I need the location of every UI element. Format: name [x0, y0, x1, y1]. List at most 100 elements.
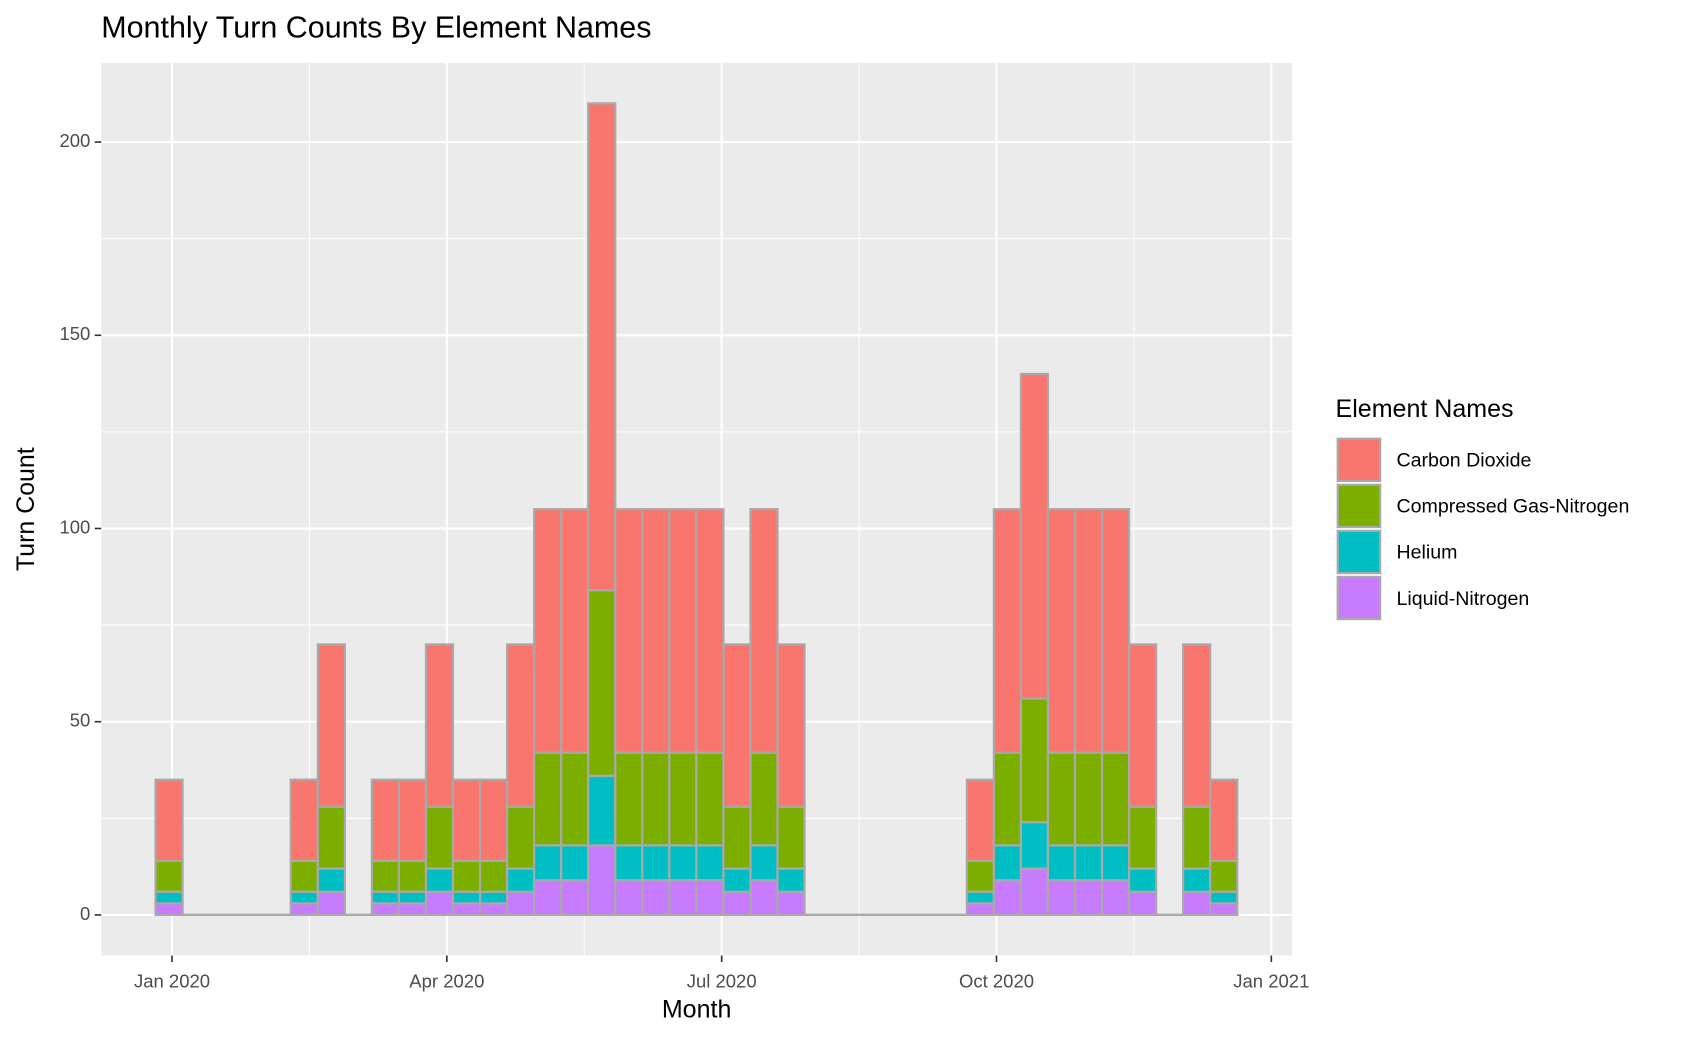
bar-segment: [1100, 879, 1131, 917]
bar-segment: [1100, 508, 1131, 754]
bar-segment: [614, 844, 644, 882]
x-axis-title: Month: [662, 995, 732, 1023]
bar-segment: [397, 778, 428, 862]
bar-segment: [316, 643, 346, 808]
bar-segment: [641, 879, 671, 917]
bar-segment: [154, 902, 184, 917]
bar-segment: [478, 902, 509, 917]
bar-segment: [506, 867, 536, 893]
bar-segment: [776, 890, 806, 917]
bar-segment: [424, 805, 455, 870]
bar-segment: [722, 805, 752, 870]
bar-segment: [1182, 890, 1212, 917]
bar-segment: [533, 879, 563, 917]
bar-segment: [1019, 697, 1050, 824]
bar-segment: [776, 867, 806, 893]
bar-segment: [722, 867, 752, 893]
bar-segment: [397, 902, 428, 917]
legend-label: Compressed Gas-Nitrogen: [1396, 496, 1629, 518]
bar-segment: [1019, 867, 1050, 917]
bar-segment: [154, 890, 184, 905]
bar-segment: [668, 879, 698, 917]
x-tick-label: Oct 2020: [959, 970, 1034, 991]
bar-segment: [1046, 751, 1077, 847]
legend-key: [1336, 575, 1382, 621]
y-tick-label: 0: [80, 903, 90, 924]
bar-segment: [424, 643, 455, 808]
bar-segment: [289, 890, 319, 905]
bar-segment: [451, 778, 482, 862]
bar-segment: [1209, 890, 1239, 905]
bar-segment: [1046, 879, 1077, 917]
bar-segment: [560, 844, 590, 882]
bar-segment: [614, 751, 644, 847]
bar-segment: [992, 751, 1023, 847]
bar-segment: [1209, 902, 1239, 917]
legend-title: Element Names: [1336, 395, 1514, 423]
bar-segment: [478, 859, 509, 893]
bar-segment: [776, 643, 806, 808]
bar-segment: [992, 844, 1023, 882]
legend-label: Helium: [1396, 542, 1457, 564]
bar-segment: [506, 890, 536, 917]
bar-segment: [749, 879, 779, 917]
bar-segment: [1019, 372, 1050, 700]
bar-segment: [1100, 751, 1131, 847]
bar-segment: [1073, 508, 1104, 754]
legend-label: Carbon Dioxide: [1396, 450, 1531, 472]
bar-segment: [1019, 821, 1050, 870]
bar-segment: [424, 867, 455, 893]
bar-segment: [1073, 879, 1104, 917]
bar-segment: [1046, 844, 1077, 882]
bar-segment: [614, 508, 644, 754]
x-tick-label: Jul 2020: [687, 970, 757, 991]
bar-segment: [749, 508, 779, 754]
bar-segment: [1209, 778, 1239, 862]
bar-segment: [587, 844, 617, 917]
bar-segment: [289, 859, 319, 893]
bar-segment: [587, 102, 617, 592]
bar-segment: [560, 879, 590, 917]
bar-segment: [478, 890, 509, 905]
bar-segment: [506, 805, 536, 870]
bar-segment: [965, 902, 995, 917]
bar-segment: [992, 508, 1023, 754]
bar-segment: [992, 879, 1023, 917]
bar-segment: [533, 508, 563, 754]
bar-segment: [695, 879, 725, 917]
bar-segment: [560, 751, 590, 847]
bar-segment: [641, 751, 671, 847]
bar-segment: [154, 859, 184, 893]
bar-segment: [695, 844, 725, 882]
bar-segment: [641, 844, 671, 882]
bar-segment: [560, 508, 590, 754]
bar-segment: [533, 751, 563, 847]
bar-segment: [965, 890, 995, 905]
bar-segment: [587, 774, 617, 847]
bar-segment: [1209, 859, 1239, 893]
bar-segment: [1127, 867, 1158, 893]
bar-segment: [451, 890, 482, 905]
bar-segment: [776, 805, 806, 870]
bar-segment: [1127, 890, 1158, 917]
bar-segment: [965, 859, 995, 893]
bar-segment: [668, 844, 698, 882]
bar-segment: [1182, 867, 1212, 893]
bar-segment: [397, 859, 428, 893]
bar-segment: [316, 805, 346, 870]
bar-segment: [478, 778, 509, 862]
legend-key: [1336, 529, 1382, 575]
bar-segment: [614, 879, 644, 917]
legend-key: [1336, 437, 1382, 483]
legend-label: Liquid-Nitrogen: [1396, 588, 1529, 610]
x-tick-label: Apr 2020: [409, 970, 484, 991]
bar-segment: [316, 867, 346, 893]
bar-segment: [1127, 643, 1158, 808]
bar-segment: [1127, 805, 1158, 870]
bar-segment: [722, 643, 752, 808]
y-tick-label: 200: [59, 130, 90, 151]
bar-segment: [154, 778, 184, 862]
bar-segment: [722, 890, 752, 917]
bar-segment: [695, 508, 725, 754]
bar-segment: [533, 844, 563, 882]
